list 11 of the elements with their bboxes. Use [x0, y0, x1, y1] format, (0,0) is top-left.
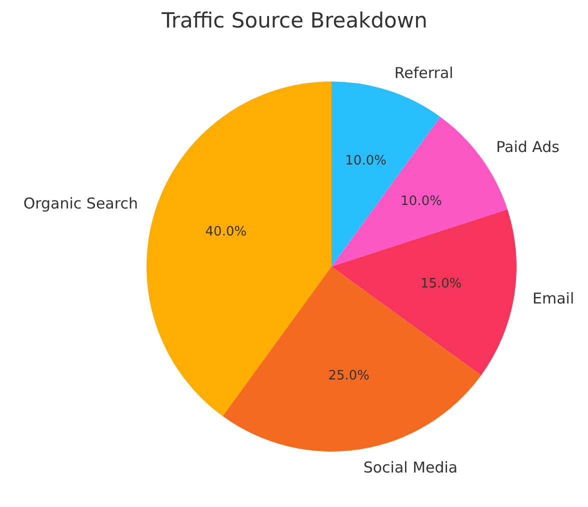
data-label: 15.0% [420, 276, 462, 292]
data-label: 10.0% [400, 194, 442, 209]
data-label: 40.0% [205, 224, 247, 240]
slice-label: Social Media [363, 458, 458, 476]
chart-title: Traffic Source Breakdown [160, 8, 428, 32]
slice-label: Organic Search [23, 194, 138, 213]
slice-label: Email [532, 289, 574, 308]
slice-label: Referral [394, 64, 454, 82]
slice-label: Paid Ads [496, 138, 560, 156]
data-label: 25.0% [328, 368, 370, 384]
data-label: 10.0% [345, 153, 386, 168]
